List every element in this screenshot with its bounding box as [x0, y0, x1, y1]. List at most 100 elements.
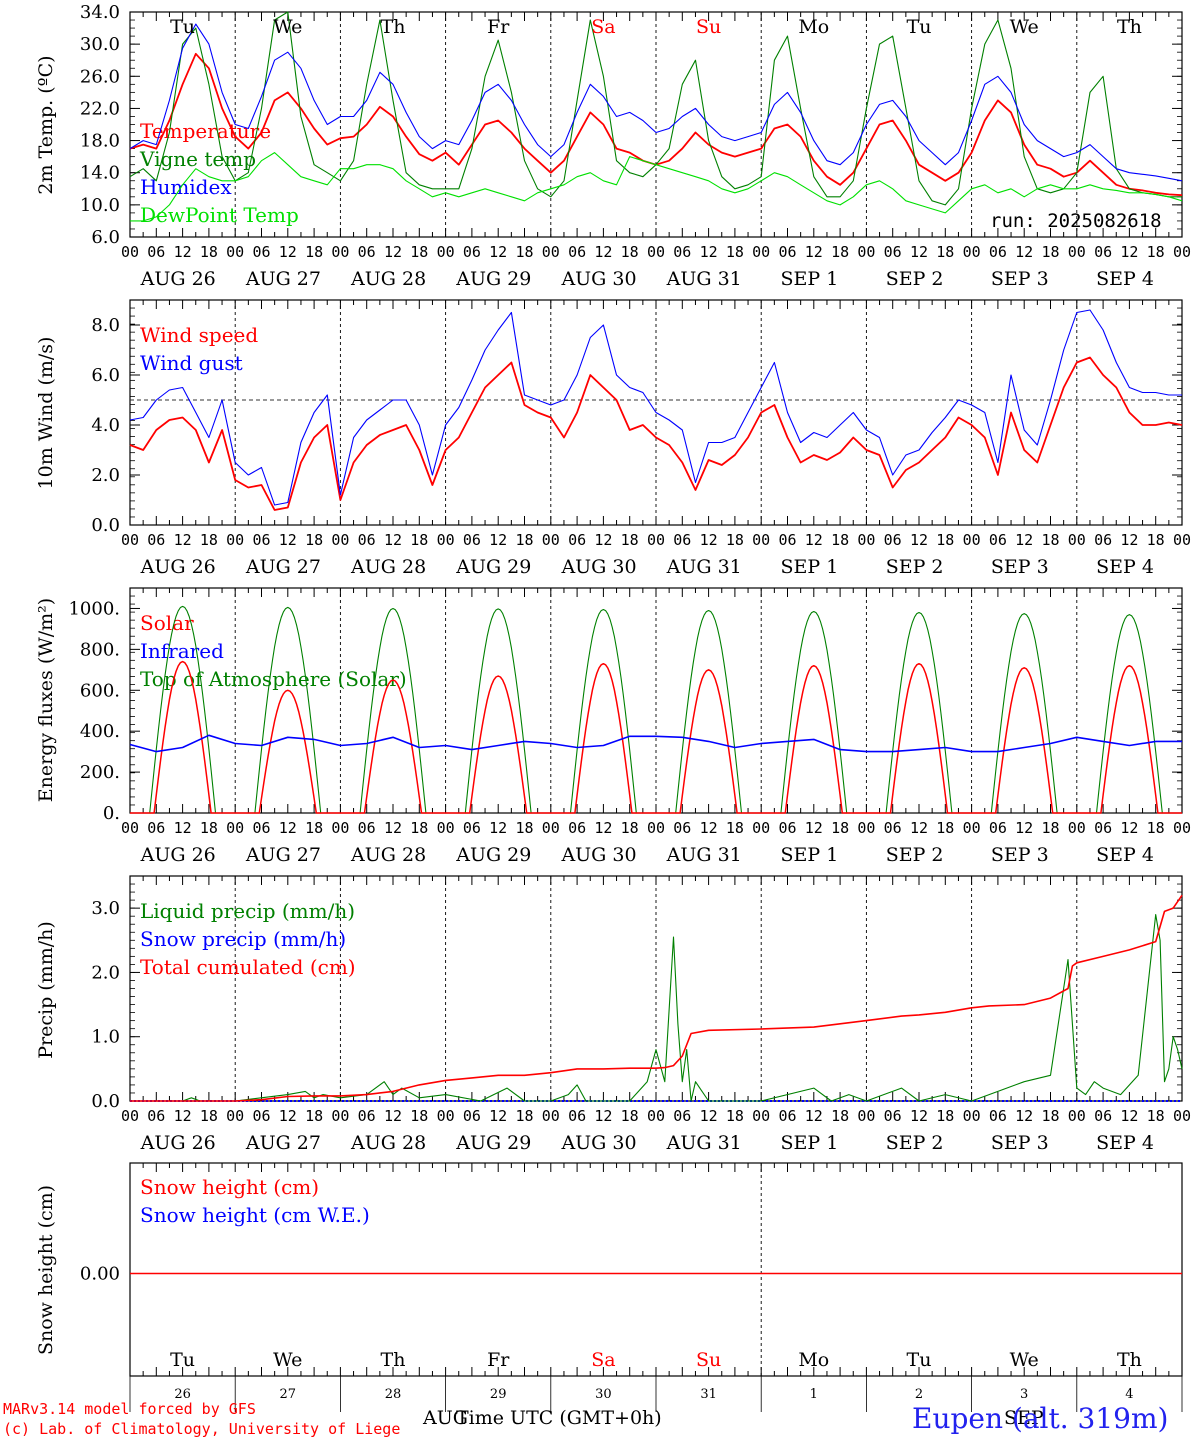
series-wind-speed — [129, 356, 1183, 511]
day-number-label: 1 — [810, 1387, 818, 1402]
hour-tick-label: 18 — [305, 531, 323, 549]
hour-tick-label: 12 — [594, 531, 612, 549]
weekday-label: We — [1010, 1349, 1039, 1371]
hour-tick-label: 12 — [910, 1107, 928, 1125]
hour-tick-label: 12 — [805, 531, 823, 549]
hour-tick-label: 06 — [358, 1107, 376, 1125]
hour-tick-label: 18 — [726, 243, 744, 261]
series-liquid-precip — [130, 914, 1183, 1102]
day-number-label: 4 — [1125, 1387, 1133, 1402]
hour-tick-label: 06 — [884, 243, 902, 261]
hour-tick-label: 18 — [936, 243, 954, 261]
y-tick-label: 6.0 — [91, 227, 120, 248]
hour-tick-label: 18 — [200, 1107, 218, 1125]
date-label: AUG 28 — [350, 556, 426, 578]
hour-tick-label: 00 — [963, 1107, 981, 1125]
hour-tick-label: 06 — [778, 1107, 796, 1125]
date-label: AUG 26 — [140, 268, 216, 290]
month-label-right: SEP — [1004, 1407, 1044, 1429]
hour-tick-label: 06 — [778, 819, 796, 837]
y-tick-label: 22.0 — [80, 98, 120, 119]
hour-tick-label: 00 — [963, 531, 981, 549]
date-label: AUG 27 — [245, 268, 321, 290]
hour-tick-label: 00 — [542, 819, 560, 837]
hour-tick-label: 06 — [252, 531, 270, 549]
hour-tick-label: 18 — [1041, 1107, 1059, 1125]
day-number-label: 27 — [280, 1387, 297, 1402]
weekday-label: We — [1010, 16, 1039, 38]
hour-tick-label: 06 — [463, 243, 481, 261]
date-label: SEP 2 — [886, 844, 944, 866]
hour-tick-label: 18 — [621, 531, 639, 549]
hour-tick-label: 18 — [831, 1107, 849, 1125]
y-tick-label: 14.0 — [80, 163, 120, 184]
hour-tick-label: 18 — [936, 531, 954, 549]
weekday-label: Th — [1117, 1349, 1142, 1371]
date-label: SEP 4 — [1096, 844, 1154, 866]
hour-tick-label: 18 — [1041, 531, 1059, 549]
legend-top-of-atmosphere-solar: Top of Atmosphere (Solar) — [140, 667, 407, 691]
y-axis-title: Snow height (cm) — [35, 1185, 57, 1355]
hour-tick-label: 00 — [1068, 1107, 1086, 1125]
y-axis-title: Precip (mm/h) — [35, 921, 57, 1059]
hour-tick-label: 00 — [226, 1107, 244, 1125]
plot-frame — [129, 587, 1183, 814]
hour-tick-label: 00 — [542, 1107, 560, 1125]
hour-tick-label: 18 — [305, 1107, 323, 1125]
weekday-label: Tu — [907, 1349, 932, 1371]
day-number-label: 31 — [700, 1387, 717, 1402]
hour-tick-label: 18 — [200, 531, 218, 549]
hour-tick-label: 06 — [778, 531, 796, 549]
station-label: Eupen (alt. 319m) — [912, 1402, 1168, 1435]
hour-tick-label: 06 — [147, 819, 165, 837]
hour-tick-label: 18 — [621, 1107, 639, 1125]
date-label: AUG 27 — [245, 556, 321, 578]
hour-tick-label: 00 — [1173, 243, 1191, 261]
hour-tick-label: 06 — [1094, 819, 1112, 837]
hour-tick-label: 06 — [252, 819, 270, 837]
date-label: SEP 1 — [781, 1132, 839, 1154]
series-infrared — [129, 734, 1182, 753]
date-label: SEP 1 — [781, 268, 839, 290]
date-label: AUG 28 — [350, 268, 426, 290]
hour-tick-label: 12 — [805, 819, 823, 837]
weekday-label: We — [273, 16, 302, 38]
hour-tick-label: 12 — [1120, 819, 1138, 837]
legend-total-cumulated-cm: Total cumulated (cm) — [140, 955, 356, 979]
hour-tick-label: 12 — [384, 819, 402, 837]
run-label: run: 2025082618 — [990, 210, 1162, 232]
hour-tick-label: 12 — [174, 243, 192, 261]
date-label: AUG 30 — [560, 268, 636, 290]
hour-tick-label: 12 — [279, 531, 297, 549]
day-number-label: 26 — [174, 1387, 191, 1402]
hour-tick-label: 06 — [358, 531, 376, 549]
hour-tick-label: 18 — [1041, 819, 1059, 837]
hour-tick-label: 06 — [989, 243, 1007, 261]
hour-tick-label: 12 — [594, 819, 612, 837]
series-solar — [130, 660, 1182, 814]
hour-tick-label: 00 — [1173, 819, 1191, 837]
hour-tick-label: 06 — [463, 1107, 481, 1125]
panel-5: 0.00 Snow height (cm) Snow height (cm) Snow… — [35, 1162, 1183, 1377]
y-tick-label: 2.0 — [91, 962, 120, 983]
date-label: AUG 31 — [666, 844, 742, 866]
hour-tick-label: 12 — [700, 243, 718, 261]
hour-tick-label: 12 — [910, 819, 928, 837]
hour-tick-label: 18 — [410, 1107, 428, 1125]
month-label-left: AUG — [422, 1407, 468, 1429]
hour-tick-label: 00 — [1173, 1107, 1191, 1125]
hour-tick-label: 18 — [1147, 1107, 1165, 1125]
date-label: AUG 29 — [455, 556, 531, 578]
y-tick-label: 10.0 — [80, 195, 120, 216]
hour-tick-label: 18 — [200, 243, 218, 261]
date-label: AUG 26 — [140, 556, 216, 578]
hour-tick-label: 00 — [226, 531, 244, 549]
hour-tick-label: 00 — [121, 243, 139, 261]
hour-tick-label: 18 — [410, 243, 428, 261]
date-label: AUG 29 — [455, 268, 531, 290]
y-tick-label: 3.0 — [91, 898, 120, 919]
hour-tick-label: 00 — [647, 819, 665, 837]
hour-tick-label: 00 — [331, 819, 349, 837]
panel-1: 6.0 10.0 14.0 18.0 22.0 26.0 30.0 34.0 2m Temp. … — [35, 2, 1191, 290]
